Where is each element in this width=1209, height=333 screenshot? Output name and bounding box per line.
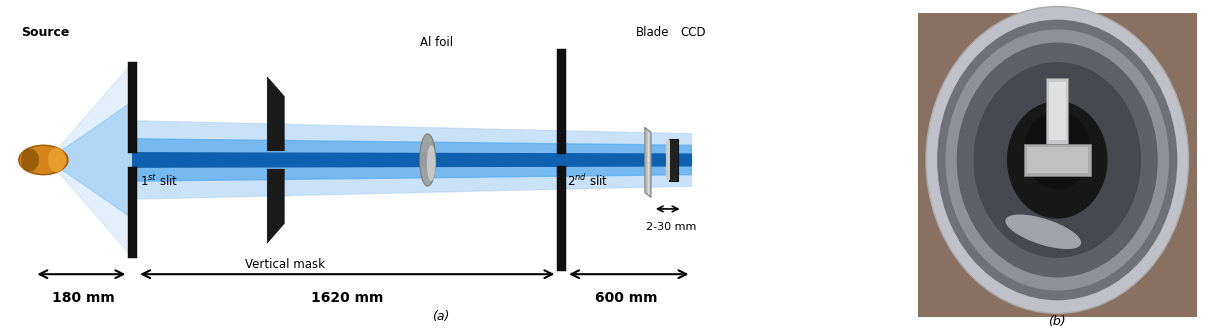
Ellipse shape <box>1006 214 1081 249</box>
Text: 600 mm: 600 mm <box>595 290 658 304</box>
Polygon shape <box>267 169 284 243</box>
Circle shape <box>1024 111 1091 189</box>
Bar <box>1026 147 1088 173</box>
Circle shape <box>926 7 1188 313</box>
Text: Al foil: Al foil <box>420 36 453 49</box>
Bar <box>557 166 566 271</box>
Bar <box>1049 82 1065 141</box>
Text: Blade: Blade <box>636 26 670 39</box>
Text: 1620 mm: 1620 mm <box>311 290 383 304</box>
Bar <box>1046 78 1069 144</box>
Polygon shape <box>133 121 692 199</box>
Ellipse shape <box>48 148 65 172</box>
Polygon shape <box>644 127 652 197</box>
Bar <box>1024 144 1091 176</box>
Ellipse shape <box>427 145 435 181</box>
Polygon shape <box>133 153 692 167</box>
Text: Vertical mask: Vertical mask <box>244 258 325 271</box>
Text: 2-30 mm: 2-30 mm <box>646 222 696 232</box>
Text: CCD: CCD <box>681 26 706 39</box>
Polygon shape <box>267 77 284 151</box>
Polygon shape <box>48 101 133 219</box>
Circle shape <box>937 20 1178 300</box>
Circle shape <box>945 29 1169 290</box>
Polygon shape <box>133 139 692 181</box>
Text: $2^{nd}$ slit: $2^{nd}$ slit <box>567 173 608 189</box>
Bar <box>669 139 678 181</box>
Ellipse shape <box>420 134 435 186</box>
Text: (a): (a) <box>433 310 450 323</box>
Text: Source: Source <box>21 26 69 39</box>
Text: (b): (b) <box>1048 315 1066 328</box>
Polygon shape <box>48 62 133 258</box>
Circle shape <box>956 43 1158 277</box>
Bar <box>128 166 137 258</box>
Text: $1^{st}$ slit: $1^{st}$ slit <box>140 173 178 188</box>
Bar <box>557 49 566 154</box>
Ellipse shape <box>19 145 68 174</box>
Circle shape <box>973 62 1141 258</box>
Polygon shape <box>648 131 649 196</box>
Ellipse shape <box>21 149 39 171</box>
Bar <box>666 141 670 179</box>
Bar <box>128 62 137 154</box>
Circle shape <box>1007 101 1107 219</box>
Text: 180 mm: 180 mm <box>52 290 115 304</box>
